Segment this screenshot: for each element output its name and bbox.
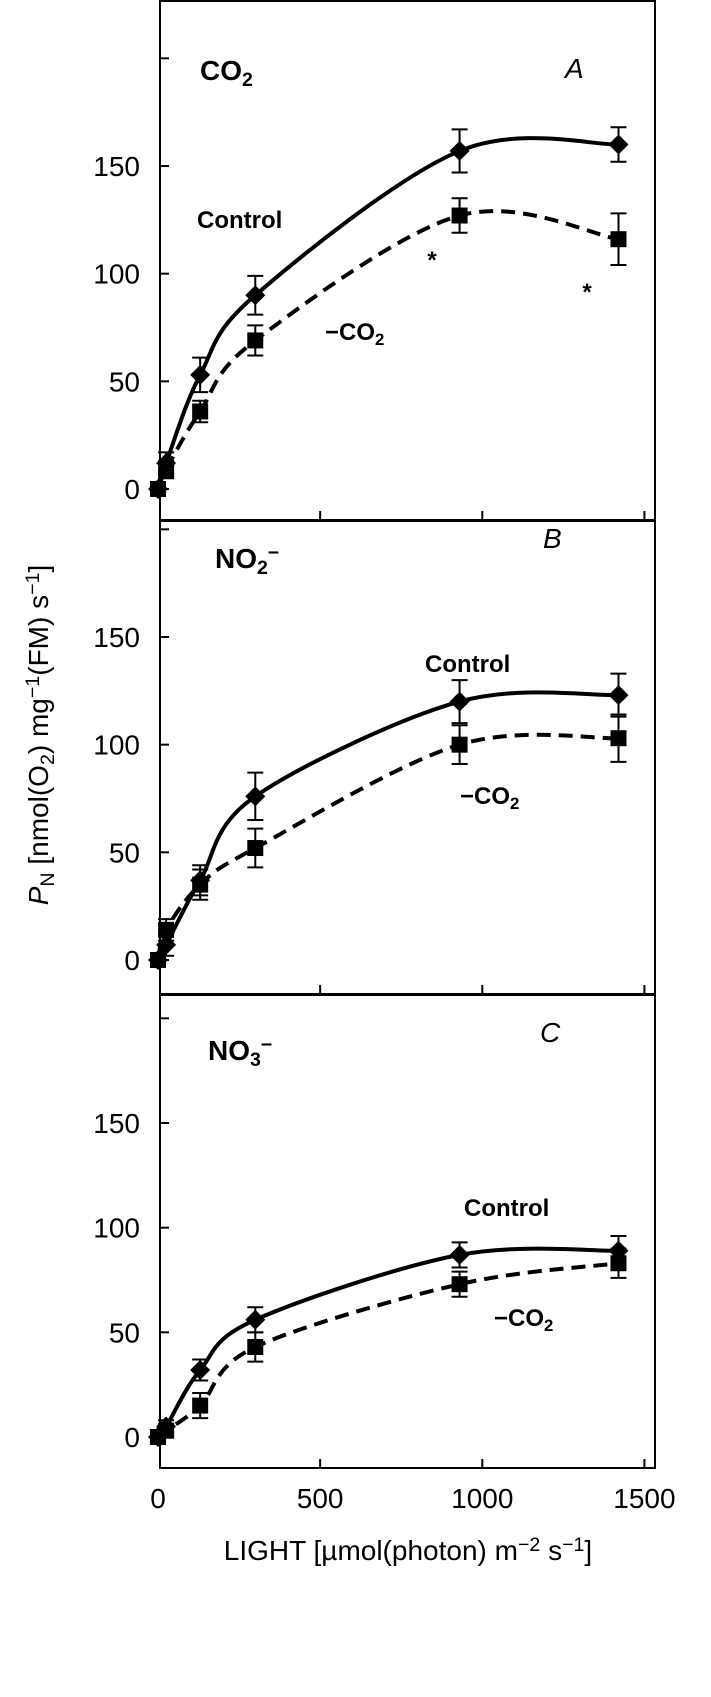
square-marker: [192, 403, 209, 420]
y-tick-label: 50: [109, 837, 140, 868]
series-line-minus-co2: [156, 1261, 619, 1439]
diamond-marker: [608, 685, 629, 706]
series-label-control: Control: [464, 1195, 549, 1222]
square-marker: [610, 1255, 627, 1272]
y-tick-label: 100: [93, 259, 140, 290]
square-marker: [150, 952, 166, 968]
y-tick-label: 150: [93, 622, 140, 653]
diamond-marker: [190, 1360, 211, 1381]
x-axis-label: LIGHT [µmol(photon) m−2 s−1]: [224, 1534, 592, 1566]
square-marker: [451, 1276, 468, 1293]
diamond-marker: [245, 285, 266, 306]
diamond-marker: [190, 364, 211, 385]
y-tick-label: 0: [124, 1422, 140, 1453]
square-marker: [192, 876, 209, 893]
diamond-marker: [245, 786, 266, 807]
square-marker: [451, 207, 468, 224]
panel-frame: [159, 520, 656, 995]
series-label-minus-co2: −CO2: [494, 1305, 553, 1335]
square-marker: [192, 1397, 209, 1414]
y-tick-label: 150: [93, 1108, 140, 1139]
y-tick-label: 100: [93, 1213, 140, 1244]
diamond-marker: [449, 140, 470, 161]
x-tick-label: 0: [150, 1483, 166, 1514]
y-tick-label: 50: [109, 366, 140, 397]
y-tick-label: 0: [124, 945, 140, 976]
series-line-control: [156, 690, 619, 961]
y-tick-label: 50: [109, 1317, 140, 1348]
square-marker: [451, 736, 468, 753]
series-label-control: Control: [197, 207, 282, 234]
y-tick-label: 150: [93, 151, 140, 182]
square-marker: [247, 1338, 264, 1355]
series-label-minus-co2: −CO2: [460, 783, 519, 813]
panel-letter: B: [543, 523, 562, 554]
x-tick-label: 1000: [451, 1483, 513, 1514]
square-marker: [247, 840, 264, 857]
square-marker: [158, 1422, 175, 1439]
series-line-control: [156, 1246, 619, 1439]
significance-marker: *: [427, 247, 437, 274]
square-marker: [158, 921, 175, 938]
panel-title: NO3−: [208, 1034, 272, 1071]
panel-letter: C: [540, 1017, 561, 1048]
x-tick-label: 1500: [613, 1483, 675, 1514]
diamond-marker: [608, 134, 629, 155]
square-marker: [150, 481, 166, 497]
y-tick-label: 0: [124, 474, 140, 505]
series-label-minus-co2: −CO2: [325, 319, 384, 349]
y-tick-label: 100: [93, 730, 140, 761]
square-marker: [610, 730, 627, 747]
panel-title: CO2: [200, 55, 253, 91]
y-axis-label: PN [nmol(O2) mg−1(FM) s−1]: [22, 565, 59, 906]
square-marker: [158, 461, 175, 478]
square-marker: [610, 231, 627, 248]
series-line-control: [156, 136, 619, 490]
series-label-control: Control: [425, 651, 510, 678]
panel-frame: [159, 994, 656, 1469]
x-tick-label: 500: [297, 1483, 344, 1514]
series-line-minus-co2: [156, 209, 619, 490]
diamond-marker: [449, 1244, 470, 1265]
significance-marker: *: [582, 279, 592, 306]
diamond-marker: [449, 691, 470, 712]
panel-letter: A: [563, 53, 584, 84]
panel-title: NO2−: [215, 542, 279, 579]
diamond-marker: [245, 1309, 266, 1330]
series-line-minus-co2: [156, 732, 619, 961]
square-marker: [247, 332, 264, 349]
